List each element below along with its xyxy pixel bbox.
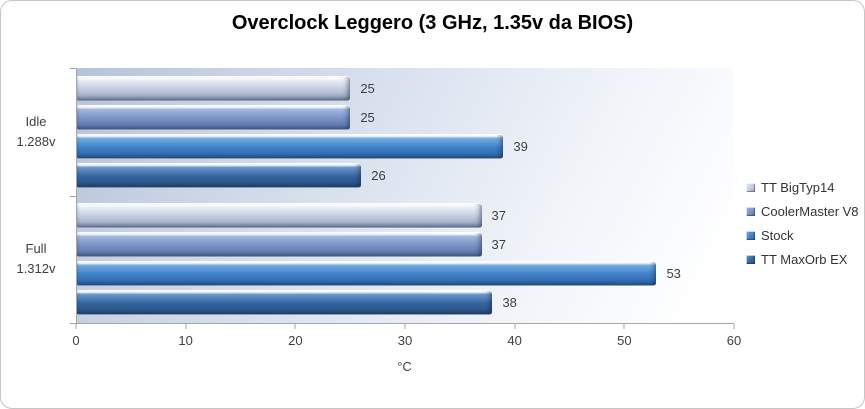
x-tick-label: 10 bbox=[178, 333, 193, 348]
legend-item: TT MaxOrb EX bbox=[746, 247, 859, 271]
bar-row: 38 bbox=[77, 290, 733, 316]
category-label-line1: Full bbox=[25, 241, 47, 257]
legend-marker-icon bbox=[746, 254, 755, 264]
legend-item: TT BigTyp14 bbox=[746, 175, 859, 199]
x-tick-label: 20 bbox=[288, 333, 303, 348]
bar-value-label: 25 bbox=[360, 80, 375, 96]
bar-row: 39 bbox=[77, 133, 733, 159]
category-label-line2: 1.288v bbox=[16, 133, 56, 149]
bar-value-label: 37 bbox=[491, 237, 506, 253]
category-axis: Idle 1.288v Full 1.312v bbox=[1, 68, 71, 323]
bar-value-label: 26 bbox=[371, 167, 386, 183]
bar-stock bbox=[77, 133, 504, 159]
bar-row: 25 bbox=[77, 104, 733, 130]
bar-group: 37 37 53 38 bbox=[77, 196, 733, 324]
x-axis-tick bbox=[185, 324, 187, 329]
legend: TT BigTyp14 CoolerMaster V8 Stock TT MaxOrb… bbox=[746, 175, 859, 271]
bar-tt-maxorb-ex bbox=[77, 162, 362, 188]
legend-label: TT BigTyp14 bbox=[761, 179, 835, 195]
category-label: Idle 1.288v bbox=[1, 68, 71, 196]
bar-coolermaster-v8 bbox=[77, 104, 351, 130]
category-label: Full 1.312v bbox=[1, 196, 71, 324]
y-axis-tick bbox=[70, 195, 76, 197]
y-axis-tick bbox=[70, 68, 76, 69]
x-axis-tick bbox=[514, 324, 516, 329]
bar-row: 53 bbox=[77, 261, 733, 287]
bar-value-label: 25 bbox=[360, 109, 375, 125]
x-tick-label: 50 bbox=[617, 333, 632, 348]
legend-item: CoolerMaster V8 bbox=[746, 199, 859, 223]
legend-label: CoolerMaster V8 bbox=[761, 203, 859, 219]
x-axis-tick bbox=[733, 324, 735, 329]
bar-coolermaster-v8 bbox=[77, 232, 482, 258]
x-axis-tick bbox=[75, 324, 77, 329]
bar-tt-bigtyp14 bbox=[77, 203, 482, 229]
bar-tt-maxorb-ex bbox=[77, 290, 493, 316]
bar-value-label: 39 bbox=[513, 138, 528, 154]
bar-value-label: 37 bbox=[491, 208, 506, 224]
category-label-line2: 1.312v bbox=[16, 261, 56, 277]
x-axis: 0 10 20 30 40 50 60 bbox=[72, 323, 741, 354]
x-axis-tick bbox=[623, 324, 625, 329]
bar-value-label: 53 bbox=[666, 266, 681, 282]
bar-row: 26 bbox=[77, 162, 733, 188]
chart-title: Overclock Leggero (3 GHz, 1.35v da BIOS) bbox=[231, 12, 634, 34]
x-axis-tick bbox=[404, 324, 406, 329]
x-axis-tick bbox=[294, 324, 296, 329]
legend-label: TT MaxOrb EX bbox=[761, 251, 848, 267]
x-tick-label: 40 bbox=[507, 333, 522, 348]
x-axis-title: °C bbox=[397, 359, 412, 374]
bar-row: 37 bbox=[77, 232, 733, 258]
legend-label: Stock bbox=[761, 227, 794, 243]
legend-marker-icon bbox=[746, 182, 755, 192]
bar-row: 37 bbox=[77, 203, 733, 229]
legend-item: Stock bbox=[746, 223, 859, 247]
legend-marker-icon bbox=[746, 206, 755, 216]
category-label-line1: Idle bbox=[25, 113, 47, 129]
bar-group: 25 25 39 26 bbox=[77, 68, 733, 196]
bar-tt-bigtyp14 bbox=[77, 75, 351, 101]
x-tick-label: 30 bbox=[397, 333, 413, 348]
y-axis-tick bbox=[70, 323, 76, 324]
x-tick-label: 60 bbox=[726, 333, 742, 348]
plot-area: 25 25 39 26 37 37 53 38 bbox=[76, 68, 733, 323]
x-tick-label: 0 bbox=[72, 333, 80, 348]
bar-value-label: 38 bbox=[502, 295, 517, 311]
legend-marker-icon bbox=[746, 230, 755, 240]
bar-stock bbox=[77, 261, 657, 287]
bar-row: 25 bbox=[77, 75, 733, 101]
